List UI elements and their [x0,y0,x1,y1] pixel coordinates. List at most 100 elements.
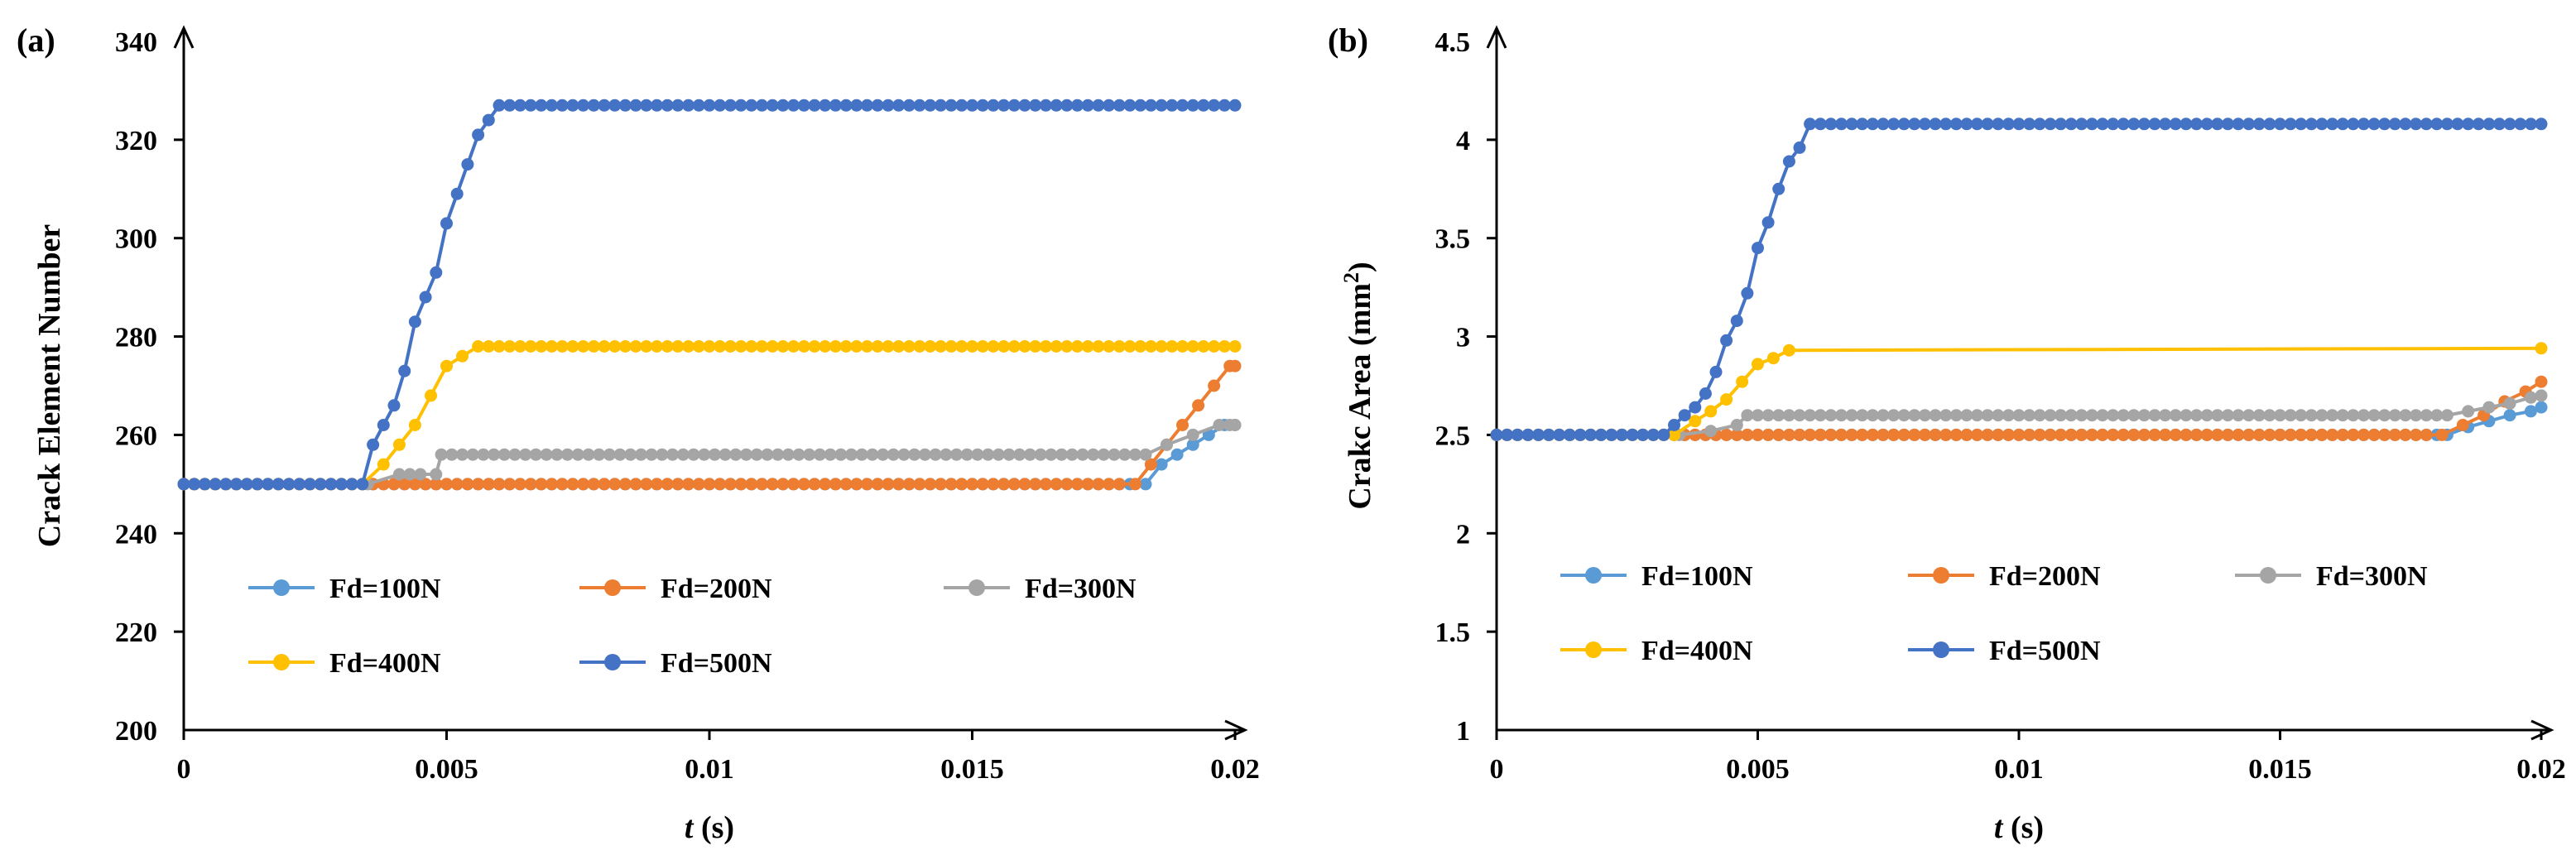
data-point [1065,448,1079,461]
data-point [2462,118,2475,131]
data-point [1699,387,1712,400]
data-point [482,478,495,491]
data-point [398,364,411,377]
data-point [666,448,679,461]
data-point [987,98,1000,112]
data-point [577,478,590,491]
data-point [734,98,747,112]
legend-item: Fd=100N [248,574,441,604]
data-point [1050,340,1063,353]
data-point [524,340,537,353]
data-point [1186,428,1199,441]
data-point [2263,118,2276,131]
legend-swatch-marker [2260,567,2276,584]
data-point [1949,409,1963,422]
data-point [1949,428,1963,441]
data-point [2159,409,2172,422]
data-point [2263,428,2276,441]
data-point [1689,401,1702,414]
x-tick-label: 0.005 [415,754,478,785]
data-point [1730,315,1743,328]
data-point [603,448,616,461]
data-point [392,438,406,451]
legend-label: Fd=200N [661,574,772,604]
panel-label: (b) [1328,22,1368,59]
data-point [1118,448,1132,461]
y-tick-label: 200 [115,716,157,747]
data-point [2096,118,2109,131]
data-point [861,98,873,112]
data-point [682,98,695,112]
data-point [761,448,774,461]
data-point [1814,428,1827,441]
series-line [184,364,1235,486]
series-line [184,103,1235,486]
legend-label: Fd=200N [1989,561,2101,592]
data-point [1668,419,1680,431]
data-point [2169,118,2182,131]
data-point [2315,409,2328,422]
data-point [997,340,1011,353]
data-point [1186,340,1199,353]
data-point [1929,428,1942,441]
data-point [1039,340,1052,353]
data-point [613,448,627,461]
data-point [1097,448,1110,461]
data-point [2388,409,2401,422]
data-point [593,448,606,461]
y-tick-label: 4 [1456,126,1470,156]
data-point [540,448,553,461]
data-point [1835,118,1848,131]
y-tick-label: 320 [115,126,157,156]
data-point [577,98,590,112]
data-point [624,448,637,461]
y-tick-label: 240 [115,519,157,550]
data-point [440,217,453,230]
data-point [2096,428,2109,441]
data-point [2075,409,2088,422]
data-point [1971,409,1983,422]
data-point [482,340,495,353]
data-point [1960,428,1973,441]
data-point [850,478,863,491]
data-point [1176,340,1189,353]
data-point [2180,409,2193,422]
series-Fd=400N [177,340,1242,491]
data-point [1668,428,1680,441]
data-point [1949,118,1963,131]
data-point [882,340,895,353]
legend-item: Fd=300N [2235,561,2428,592]
data-point [430,266,443,279]
data-point [2252,118,2266,131]
data-point [1709,365,1723,378]
data-point [1029,478,1042,491]
data-point [1186,438,1199,451]
legend: Fd=100N Fd=200N Fd=300N Fd=400N Fd=500N [1560,561,2428,666]
series-Fd=500N [177,98,1242,491]
data-point [598,478,611,491]
series-line [1497,380,2543,437]
data-point [1081,478,1094,491]
data-point [1055,448,1068,461]
x-tick-label: 0.005 [1726,754,1790,785]
data-point [1814,409,1827,422]
x-axis-title-unit: (s) [2002,810,2044,845]
data-point [2336,409,2349,422]
data-point [2044,409,2057,422]
data-point [976,478,989,491]
data-point [2274,428,2286,441]
data-point [1657,428,1670,441]
data-point [2180,118,2193,131]
data-point [2456,419,2469,431]
data-point [488,448,501,461]
data-point [1208,98,1221,112]
x-axis-arrow [2530,719,2554,741]
data-point [1155,98,1168,112]
data-point [1845,428,1858,441]
data-point [198,478,211,491]
data-point [2430,118,2444,131]
data-point [987,478,1000,491]
data-point [934,478,947,491]
legend-item: Fd=100N [1560,561,1753,592]
data-point [1563,428,1576,441]
